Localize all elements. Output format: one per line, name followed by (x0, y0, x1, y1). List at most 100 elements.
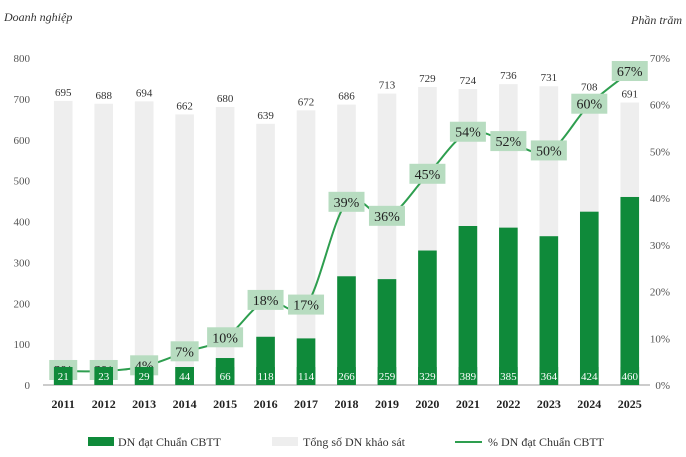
pct-label-box (207, 327, 244, 348)
right-tick-label: 0% (655, 380, 670, 392)
x-tick-label: 2012 (92, 397, 116, 411)
left-tick-label: 100 (14, 339, 31, 351)
total-value-label: 672 (298, 96, 315, 108)
total-value-label: 680 (217, 93, 234, 105)
pct-label-box (571, 93, 608, 114)
cbtt-value-label: 118 (258, 371, 275, 383)
cbtt-label-bg (53, 367, 73, 385)
left-tick-label: 700 (14, 94, 31, 106)
right-tick-label: 50% (650, 146, 670, 158)
cbtt-label-bg (337, 367, 356, 385)
right-tick-label: 10% (650, 333, 670, 345)
right-tick-label: 40% (650, 193, 670, 205)
pct-label: 45% (415, 168, 441, 183)
cbtt-label-bg (296, 367, 316, 385)
x-tick-label: 2023 (537, 397, 561, 411)
cbtt-bar (337, 276, 356, 385)
pct-label-box (247, 289, 284, 310)
legend-total-label: Tổng số DN khảo sát (303, 435, 406, 449)
x-tick-label: 2025 (618, 397, 642, 411)
x-tick-label: 2021 (456, 397, 480, 411)
cbtt-value-label: 266 (338, 371, 355, 383)
cbtt-label-bg (175, 367, 194, 385)
x-tick-label: 2014 (173, 397, 197, 411)
cbtt-value-label: 29 (139, 371, 151, 383)
pct-label-box (170, 341, 199, 362)
legend-pct-label: % DN đạt Chuẩn CBTT (488, 435, 605, 449)
total-value-label: 662 (176, 100, 193, 112)
cbtt-label-bg (134, 367, 154, 385)
x-tick-label: 2018 (335, 397, 359, 411)
cbtt-value-label: 364 (541, 371, 558, 383)
total-bar (215, 107, 235, 386)
pct-label-box (328, 191, 365, 212)
left-tick-label: 400 (14, 217, 31, 229)
total-value-label: 713 (379, 80, 396, 92)
x-tick-label: 2022 (496, 397, 520, 411)
pct-label: 67% (617, 65, 643, 80)
pct-label: 17% (293, 299, 319, 314)
cbtt-bar (377, 279, 397, 385)
pct-label-box (530, 140, 567, 161)
cbtt-bar (579, 211, 599, 385)
x-tick-label: 2015 (213, 397, 237, 411)
total-value-label: 724 (460, 75, 477, 87)
cbtt-value-label: 259 (379, 371, 396, 383)
cbtt-value-label: 460 (622, 371, 639, 383)
pct-label: 18% (253, 294, 279, 309)
cbtt-bar (499, 227, 518, 385)
total-value-label: 729 (419, 73, 436, 85)
cbtt-value-label: 329 (419, 371, 436, 383)
cbtt-value-label: 66 (220, 371, 232, 383)
cbtt-bar (539, 236, 559, 385)
cbtt-bar (620, 196, 640, 385)
x-tick-label: 2017 (294, 397, 318, 411)
total-bar (256, 123, 275, 385)
total-value-label: 695 (55, 87, 72, 99)
cbtt-label-bg (620, 367, 640, 385)
cbtt-label-bg (539, 367, 559, 385)
cbtt-value-label: 23 (98, 371, 110, 383)
cbtt-label-bg (458, 367, 478, 385)
total-bar (94, 103, 114, 385)
total-value-label: 708 (581, 82, 598, 94)
cbtt-label-bg (418, 367, 437, 385)
total-bar (296, 110, 316, 385)
x-tick-label: 2024 (577, 397, 601, 411)
cbtt-labels: 21 23 29 44 66 118 114 266 259 329 389 385 364 424 460 (53, 367, 640, 385)
left-axis-ticks: 0 100 200 300 400 500 600 700 800 (14, 53, 31, 392)
pct-label-box (368, 205, 405, 226)
x-tick-label: 2013 (132, 397, 156, 411)
left-axis-title: Doanh nghiệp (3, 10, 72, 24)
total-bar (175, 114, 194, 385)
cbtt-value-label: 21 (58, 371, 69, 383)
cbtt-label-bg (215, 367, 235, 385)
right-axis-title: Phần trăm (630, 13, 682, 27)
cbtt-value-label: 389 (460, 371, 477, 383)
cbtt-label-bg (377, 367, 397, 385)
pct-label: 52% (496, 135, 522, 150)
pct-label-box (449, 121, 486, 142)
x-tick-label: 2016 (254, 397, 278, 411)
x-tick-label: 2011 (52, 397, 75, 411)
total-value-label: 639 (257, 110, 274, 122)
pct-label: 50% (536, 144, 562, 159)
legend-cbtt-swatch (88, 437, 114, 446)
right-tick-label: 30% (650, 240, 670, 252)
right-axis-ticks: 0% 10% 20% 30% 40% 50% 60% 70% (650, 53, 670, 392)
pct-label-box (490, 131, 527, 152)
pct-label: 7% (175, 345, 194, 360)
cbtt-value-label: 44 (179, 371, 191, 383)
right-tick-label: 70% (650, 53, 670, 65)
pct-label: 10% (212, 331, 238, 346)
cbtt-value-label: 385 (500, 371, 517, 383)
x-axis-ticks: 2011 2012 2013 2014 2015 2016 2017 2018 2019 2020… (52, 397, 642, 411)
cbtt-label-bg (94, 367, 114, 385)
legend: DN đạt Chuẩn CBTT Tổng số DN khảo sát % … (88, 435, 605, 449)
total-value-label: 688 (95, 90, 112, 102)
total-value-label: 736 (500, 70, 517, 82)
pct-label: 54% (455, 126, 481, 141)
pct-label: 39% (334, 196, 360, 211)
total-value-label: 694 (136, 87, 153, 99)
